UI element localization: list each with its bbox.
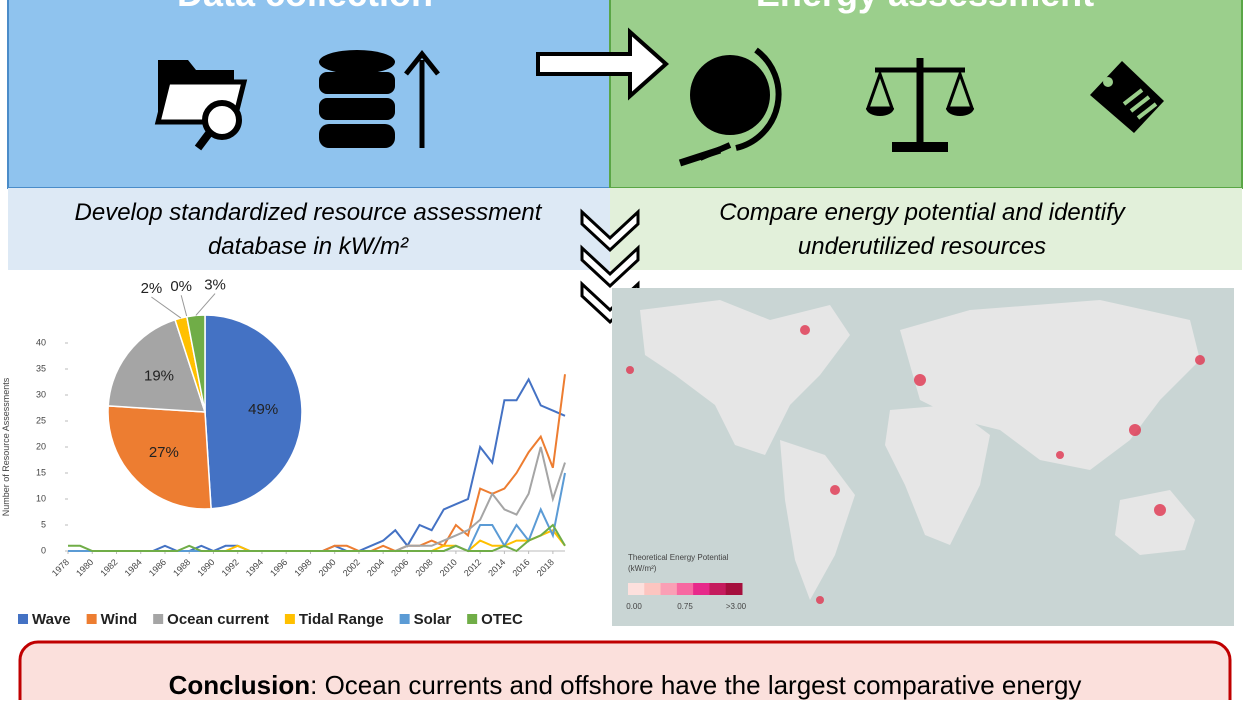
legend-label: Tidal Range xyxy=(299,611,384,628)
pie-slice xyxy=(107,318,207,413)
pie-label: 19% xyxy=(144,367,174,384)
conclusion-box xyxy=(18,640,1232,705)
legend-swatch xyxy=(86,614,97,624)
x-tick-label: 2014 xyxy=(486,557,507,578)
chevrons xyxy=(580,208,640,325)
caption: Develop standardized resource assessment xyxy=(75,199,543,226)
x-tick-label: 1986 xyxy=(147,557,168,578)
x-tick-label: 1990 xyxy=(195,557,216,578)
pie-label: 49% xyxy=(248,401,278,418)
map-legend-title: (kW/m²) xyxy=(628,564,657,573)
colorbar-tick-label: 0.00 xyxy=(626,602,642,611)
x-tick-label: 2012 xyxy=(462,557,483,578)
caption-band xyxy=(8,188,610,270)
legend-swatch xyxy=(18,614,28,624)
scale-icon xyxy=(865,58,975,152)
pie-label: 27% xyxy=(149,444,179,461)
y-tick-label: 35 xyxy=(36,363,46,373)
legend-label: Solar xyxy=(414,611,452,628)
x-tick-label: 1998 xyxy=(292,557,313,578)
folder-icon xyxy=(154,60,248,151)
y-tick-label: 0 xyxy=(41,545,46,555)
y-tick-label: 15 xyxy=(36,467,46,477)
y-axis-label: Number of Resource Assessments xyxy=(1,377,11,516)
colorbar-swatch xyxy=(709,583,727,595)
colorbar: 0.00 0.75 >3.00 xyxy=(626,583,747,611)
caption-band xyxy=(610,188,1242,270)
legend-label: OTEC xyxy=(481,611,523,628)
colorbar-swatch xyxy=(725,583,743,595)
x-tick-label: 2004 xyxy=(365,557,386,578)
legend-swatch xyxy=(467,614,478,624)
x-tick-label: 1980 xyxy=(74,557,95,578)
data-panel xyxy=(7,0,611,189)
panel-title: Energy assessment xyxy=(756,0,1094,14)
world-map xyxy=(612,288,1234,626)
pie-slice xyxy=(107,405,212,510)
legend-swatch xyxy=(284,614,295,624)
series-line xyxy=(68,523,566,553)
x-tick-label: 1978 xyxy=(50,557,71,578)
x-tick-label: 2000 xyxy=(317,557,338,578)
caption: underutilized resources xyxy=(798,233,1046,260)
x-tick-label: 2002 xyxy=(341,557,362,578)
legend-label: Wave xyxy=(32,611,71,628)
pie-label: 3% xyxy=(204,277,226,294)
y-tick-label: 5 xyxy=(41,519,46,529)
panel-title: Data collection xyxy=(177,0,433,14)
caption: database in kW/m² xyxy=(208,233,409,260)
x-tick-label: 2010 xyxy=(438,557,459,578)
legend-label: Ocean current xyxy=(167,611,269,628)
leader-line xyxy=(151,296,182,319)
colorbar-swatch xyxy=(693,583,710,595)
y-tick-label: 20 xyxy=(36,441,46,451)
x-tick-label: 1984 xyxy=(123,557,144,578)
x-tick-label: 1982 xyxy=(98,557,119,578)
conclusion: Conclusion: Ocean currents and offshore … xyxy=(169,670,1082,700)
x-tick-label: 2006 xyxy=(389,557,410,578)
x-tick-label: 1994 xyxy=(244,557,265,578)
caption: Compare energy potential and identify xyxy=(719,199,1127,226)
y-tick-label: 10 xyxy=(36,493,46,503)
y-tick-label: 30 xyxy=(36,389,46,399)
pie-label: 2% xyxy=(141,280,163,297)
legend-label: Wind xyxy=(101,611,138,628)
conclusion-text: : Ocean currents and offshore have the l… xyxy=(310,670,1081,700)
leader-line xyxy=(195,293,216,316)
y-tick-label: 40 xyxy=(36,337,46,347)
x-tick-label: 1996 xyxy=(268,557,289,578)
colorbar-swatch xyxy=(676,583,694,595)
database-icon xyxy=(319,49,440,148)
x-tick-label: 2016 xyxy=(510,557,531,578)
charts: 0 5 10 15 20 25 30 35 40 1978 1980 1982 1984 1986 1988… xyxy=(1,277,566,628)
x-tick-label: 1988 xyxy=(171,557,192,578)
colorbar-swatch xyxy=(644,583,662,595)
x-tick-label: 2008 xyxy=(414,557,435,578)
colorbar-swatch xyxy=(660,583,678,595)
colorbar-tick-label: >3.00 xyxy=(726,602,747,611)
colorbar-tick-label: 0.75 xyxy=(677,602,693,611)
y-tick-label: 25 xyxy=(36,415,46,425)
leader-line xyxy=(180,295,188,317)
legend-swatch xyxy=(153,614,164,624)
series-line xyxy=(68,528,566,553)
globe-icon xyxy=(678,47,782,167)
pie-label: 0% xyxy=(170,278,192,295)
conclusion-label: Conclusion xyxy=(169,670,311,700)
x-tick-label: 2018 xyxy=(535,557,556,578)
colorbar-swatch xyxy=(628,583,645,595)
x-tick-label: 1992 xyxy=(220,557,241,578)
map-legend-title: Theoretical Energy Potential xyxy=(628,553,729,562)
legend-swatch xyxy=(399,614,410,624)
tag-icon xyxy=(1090,61,1164,133)
arrow-icon xyxy=(536,27,670,101)
pie-slice xyxy=(204,314,303,510)
